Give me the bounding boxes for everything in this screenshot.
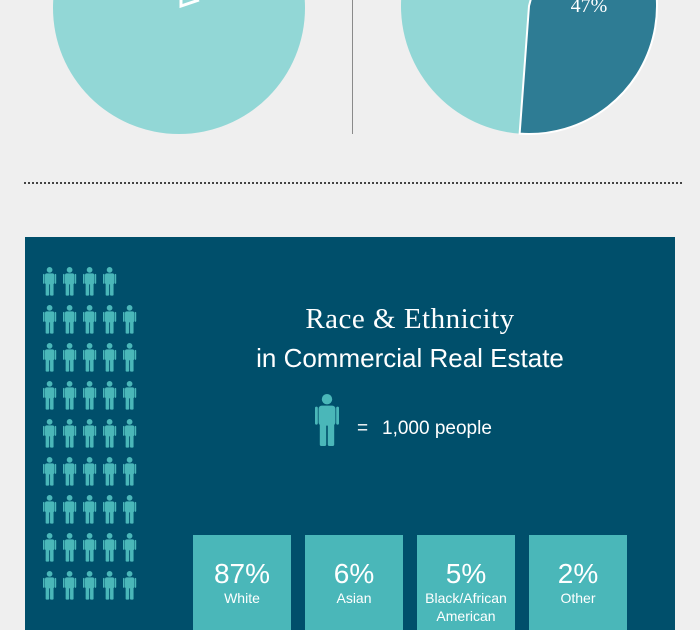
person-icon [43,495,57,524]
person-icon [63,419,77,448]
person-icon [103,571,117,600]
stat-percent: 2% [557,558,599,589]
person-icon [83,267,97,296]
person-icon [43,343,57,372]
person-icon [63,533,77,562]
stat-percent: 87% [213,558,271,589]
pie-svg: 47% [53,0,658,135]
person-icon [103,533,117,562]
left-pie-slice [53,0,305,134]
stat-label: White [224,590,260,606]
stat-box-other: 2% Other [529,535,627,630]
person-icon [63,571,77,600]
right-pie-percent-label: 47% [571,0,608,17]
stat-box-black-african-american: 5% Black/African American [417,535,515,630]
person-icon [103,343,117,372]
person-icon [315,394,339,446]
person-icon [103,267,117,296]
person-icon [83,533,97,562]
person-icon [43,533,57,562]
person-icon [43,381,57,410]
person-icon [123,343,137,372]
person-icon [43,267,57,296]
stat-label: Black/African [425,590,507,606]
person-icon [83,457,97,486]
right-pie-slice-light [401,0,531,134]
person-icon [123,533,137,562]
person-icon [103,457,117,486]
person-icon [43,457,57,486]
stat-label: American [436,608,496,624]
stat-percent: 6% [333,558,375,589]
person-icon [83,381,97,410]
stat-label: Other [560,590,596,606]
dotted-separator [24,182,682,184]
person-icon [63,343,77,372]
person-icon [103,381,117,410]
person-icon [123,419,137,448]
right-pie-slice-dark [518,0,658,135]
person-icon [103,495,117,524]
person-icon [63,381,77,410]
legend: = 1,000 people [313,392,573,458]
race-ethnicity-panel: Race & Ethnicity in Commercial Real Esta… [25,237,675,630]
pie-pointer [179,0,200,9]
person-icon [123,571,137,600]
person-icon [83,343,97,372]
person-icon [83,419,97,448]
stat-box-white: 87% White [193,535,291,630]
person-icon [63,267,77,296]
vertical-divider [352,0,353,134]
person-icon [43,419,57,448]
stat-box-asian: 6% Asian [305,535,403,630]
people-icon-grid [43,267,137,600]
person-icon [123,381,137,410]
stat-percent: 5% [445,558,487,589]
legend-value: 1,000 people [382,418,492,439]
person-icon [63,457,77,486]
person-icon [83,571,97,600]
stat-label: Asian [336,590,372,606]
chart-subtitle: in Commercial Real Estate [256,343,564,373]
person-icon [123,457,137,486]
person-icon [103,419,117,448]
person-icon [43,571,57,600]
person-icon [43,305,57,334]
person-icon [83,495,97,524]
top-pie-charts: 47% [0,0,700,140]
person-icon [123,305,137,334]
person-icon [63,495,77,524]
person-icon [103,305,117,334]
chart-title: Race & Ethnicity [305,303,515,335]
person-icon [123,495,137,524]
person-icon [63,305,77,334]
legend-equals: = [357,418,369,439]
person-icon [83,305,97,334]
